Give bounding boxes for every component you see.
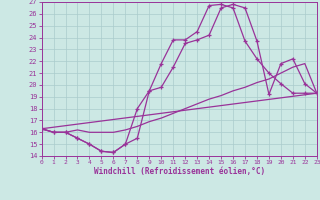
X-axis label: Windchill (Refroidissement éolien,°C): Windchill (Refroidissement éolien,°C) [94,167,265,176]
